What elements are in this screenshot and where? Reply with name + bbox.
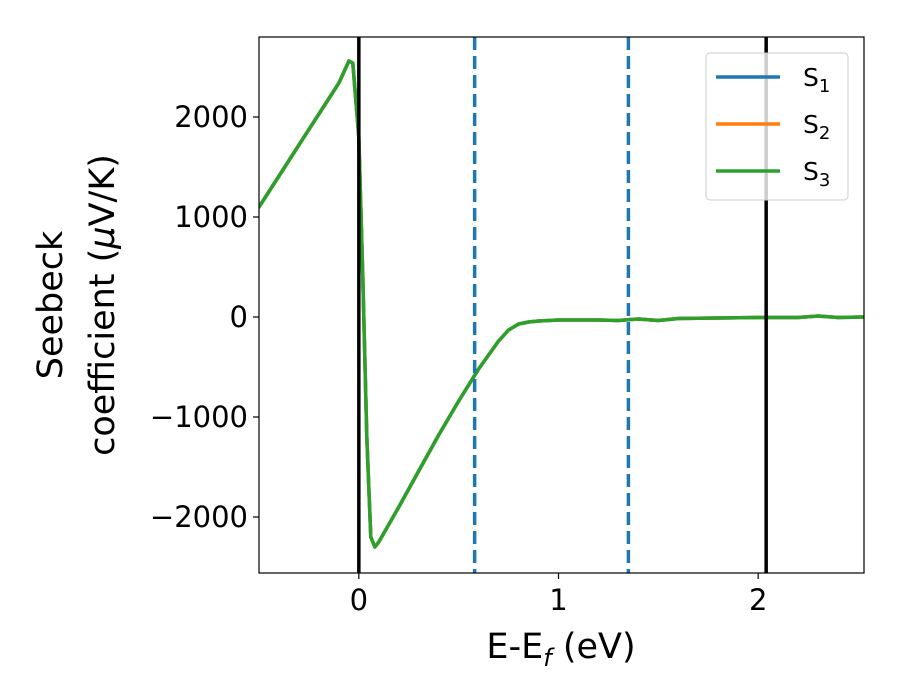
y-axis-title-line1: Seebeck xyxy=(31,230,71,379)
legend-label-s2: S2 xyxy=(803,110,830,144)
x-axis-ticks: 0 1 2 xyxy=(350,573,767,617)
y-tick-label: 2000 xyxy=(174,100,248,134)
y-axis-title-line2: coefficient (μV/K) xyxy=(83,154,123,456)
plot-frame xyxy=(258,36,865,574)
legend-frame xyxy=(705,52,849,201)
x-tick-label: 2 xyxy=(749,583,767,617)
y-axis-title: Seebeck coefficient (μV/K) xyxy=(31,154,123,456)
x-axis-title: E-Ef (eV) xyxy=(486,627,635,672)
series-layer xyxy=(259,59,864,549)
y-tick-label: 1000 xyxy=(174,200,248,234)
y-tick-label: 0 xyxy=(230,300,248,334)
y-tick-label: −1000 xyxy=(150,400,248,434)
legend: S1 S2 S3 xyxy=(705,52,849,201)
legend-label-s1: S1 xyxy=(803,63,830,97)
legend-label-s3: S3 xyxy=(803,157,830,191)
series-line-s3 xyxy=(259,59,864,549)
vline-layer xyxy=(357,37,768,573)
x-tick-label: 0 xyxy=(350,583,368,617)
y-tick-label: −2000 xyxy=(150,500,248,534)
x-tick-label: 1 xyxy=(549,583,567,617)
y-axis-ticks: −2000 −1000 0 1000 2000 xyxy=(150,100,259,534)
